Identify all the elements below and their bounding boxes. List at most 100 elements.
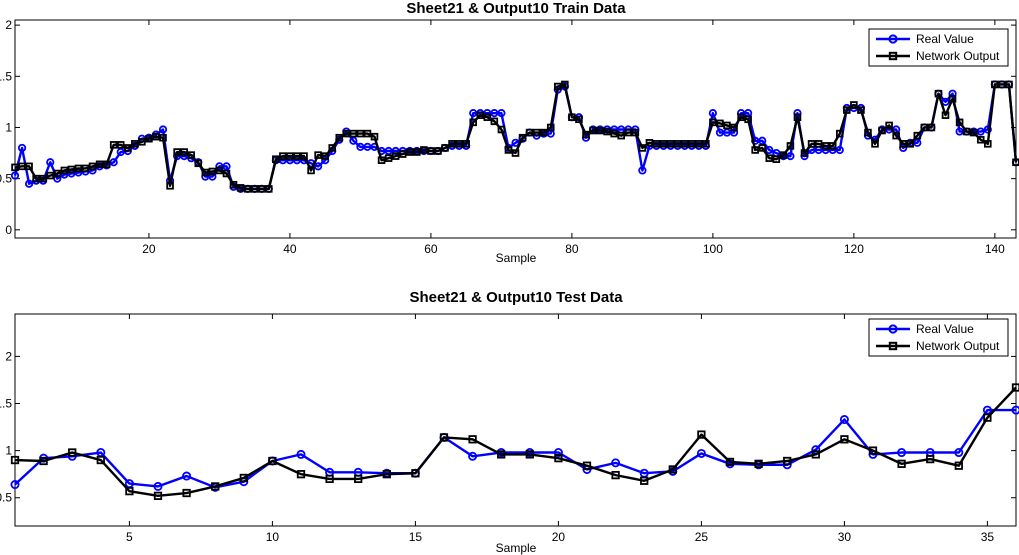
test-legend-output-label: Network Output	[916, 339, 1000, 353]
train-network-output-point	[984, 140, 992, 148]
train-network-output-point	[398, 150, 407, 158]
train-x-tick-label: 40	[283, 242, 297, 256]
train-network-output-point	[74, 164, 83, 173]
test-network-output-point	[411, 469, 420, 478]
train-network-output-point	[448, 140, 456, 148]
train-network-output-point	[765, 154, 774, 162]
train-real-value-point	[109, 158, 118, 167]
train-network-output-point	[131, 140, 139, 148]
train-network-output-point	[46, 171, 55, 180]
train-network-output-point	[561, 80, 569, 89]
train-network-output-point	[377, 156, 386, 164]
train-network-output-point	[934, 89, 943, 98]
train-network-output-point	[546, 123, 555, 132]
train-network-output-point	[857, 106, 865, 114]
train-network-output-point	[222, 169, 231, 178]
train-network-output-point	[497, 125, 506, 134]
train-chart-panel: Sheet21 & Output10 Train Data 20 40 60 80 10…	[0, 0, 1019, 265]
train-network-output-point	[603, 127, 611, 136]
train-x-tick-label: 100	[703, 242, 723, 256]
train-network-output-point	[554, 82, 562, 91]
train-network-output-point	[25, 162, 33, 171]
train-network-output-point	[166, 182, 174, 190]
train-network-output-point	[744, 115, 752, 124]
test-network-output-point	[10, 455, 20, 465]
test-network-output-point	[325, 474, 334, 484]
train-network-output-point	[32, 174, 40, 183]
train-network-output-point	[807, 140, 816, 148]
train-network-output-point	[723, 121, 731, 130]
train-x-tick-label: 140	[985, 242, 1005, 256]
train-network-output-point	[434, 147, 442, 155]
test-network-output-point	[725, 457, 735, 467]
train-network-output-point	[201, 168, 210, 177]
test-network-output-point	[525, 450, 534, 459]
train-network-output-point	[441, 144, 449, 152]
train-network-output-point	[384, 154, 393, 162]
train-network-output-point	[405, 148, 414, 156]
train-network-output-point	[871, 140, 879, 148]
train-network-output-point	[843, 106, 851, 114]
train-network-output-point	[476, 111, 485, 119]
train-network-output-point	[702, 140, 710, 148]
train-network-output-point	[920, 123, 929, 132]
train-network-output-point	[793, 113, 802, 122]
train-real-value-point	[10, 171, 20, 180]
train-network-output-point	[81, 164, 90, 173]
train-network-output-point	[173, 148, 181, 156]
test-x-tick-label: 25	[695, 530, 709, 544]
test-real-value-point	[182, 471, 192, 481]
train-network-output-point	[645, 139, 654, 147]
train-network-output-point	[455, 140, 463, 148]
test-real-value-point	[296, 449, 306, 459]
train-network-output-point	[370, 132, 379, 141]
test-real-value-point	[954, 448, 964, 458]
train-network-output-point	[786, 142, 795, 150]
test-real-value-point	[1011, 405, 1019, 415]
train-network-output-point	[582, 130, 590, 139]
train-network-output-point	[892, 131, 900, 140]
train-real-value-point	[638, 166, 647, 175]
test-series	[10, 383, 1019, 500]
train-network-output-point	[490, 117, 499, 126]
test-network-output-point	[296, 470, 306, 479]
train-network-output-point	[730, 123, 738, 132]
train-network-output-point	[391, 152, 400, 160]
test-network-output-point	[439, 433, 449, 442]
train-real-value-point	[708, 109, 717, 118]
test-legend-output-marker	[888, 341, 898, 351]
test-network-output-point	[983, 413, 992, 422]
train-network-output-point	[969, 128, 978, 137]
test-network-output-point	[926, 454, 935, 464]
train-y-tick-label: 1.5	[0, 69, 12, 83]
train-network-output-point	[864, 128, 872, 137]
train-network-output-point	[511, 149, 520, 157]
test-network-output-point	[840, 435, 849, 444]
test-network-output-point	[868, 446, 878, 455]
train-real-value-point	[24, 179, 34, 188]
train-network-output-point	[215, 166, 224, 175]
test-x-tick-label: 30	[838, 530, 852, 544]
train-real-value-point	[222, 162, 231, 171]
train-network-output-point	[60, 166, 69, 175]
test-real-value-point	[839, 415, 849, 425]
train-network-output-point	[772, 155, 781, 163]
train-x-tick-label: 60	[424, 242, 438, 256]
test-chart-panel: Sheet21 & Output10 Test Data 5 10 15 20 25 30…	[0, 289, 1019, 555]
train-network-output-point	[518, 133, 527, 142]
train-y-tick-label: 0.5	[0, 172, 12, 186]
test-network-output-point	[754, 459, 763, 468]
test-legend-real-label: Real Value	[916, 322, 974, 336]
train-network-output-point	[124, 144, 132, 152]
train-real-value-point	[983, 125, 992, 134]
train-network-output-point	[835, 129, 844, 138]
test-x-tick-label: 5	[126, 530, 133, 544]
test-x-axis-label: Sample	[496, 541, 537, 555]
train-network-output-point	[328, 144, 336, 152]
train-network-output-point	[53, 169, 62, 178]
test-plot-area	[14, 313, 1017, 527]
train-network-output-point	[680, 140, 689, 148]
train-network-output-point	[257, 185, 266, 193]
test-real-value-line	[14, 408, 1016, 489]
train-network-output-point	[152, 132, 160, 141]
